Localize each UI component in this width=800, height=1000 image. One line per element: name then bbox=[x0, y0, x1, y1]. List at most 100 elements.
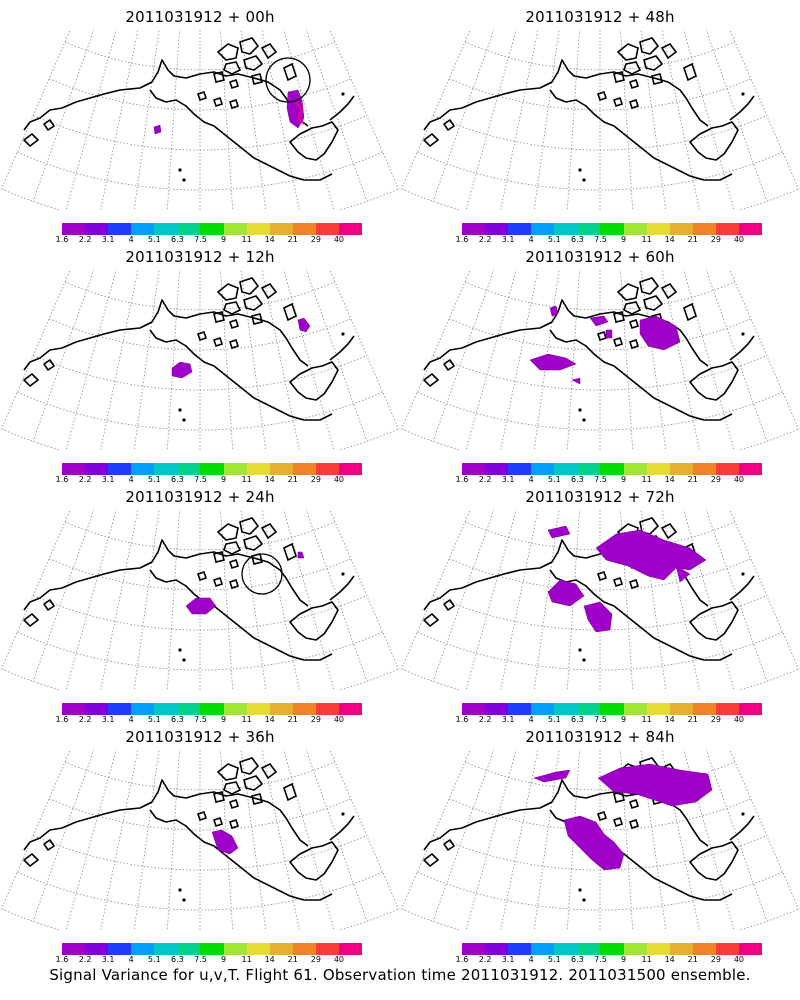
colorbar-swatch bbox=[269, 703, 293, 715]
colorbar-tick-label: 3.1 bbox=[101, 955, 115, 964]
colorbar-swatch bbox=[600, 943, 624, 955]
variance-region bbox=[547, 579, 585, 607]
longitude-line bbox=[683, 30, 735, 210]
colorbar-swatch bbox=[692, 223, 716, 235]
colorbar-tick-label: 9 bbox=[620, 475, 627, 484]
colorbar-tick-label: 4 bbox=[528, 955, 534, 964]
colorbar-labels: 1.6 2.2 3.1 4 5.1 6.3 7.5 9 11 14 21 29 40 bbox=[456, 715, 762, 725]
island bbox=[243, 295, 264, 311]
island bbox=[660, 42, 678, 60]
island bbox=[216, 763, 239, 781]
island bbox=[212, 96, 224, 108]
colorbar-swatch bbox=[246, 703, 270, 715]
colorbar-tick-label: 40 bbox=[733, 955, 745, 964]
colorbar-swatch bbox=[315, 703, 339, 715]
island bbox=[628, 98, 640, 110]
colorbar-tick-label: 7.5 bbox=[594, 475, 607, 484]
coastline bbox=[443, 599, 455, 611]
colorbar-tick-label: 21 bbox=[287, 715, 298, 724]
colorbar-swatch bbox=[108, 703, 132, 715]
colorbar-swatch bbox=[738, 463, 763, 475]
colorbar-tick-label: 6.3 bbox=[171, 235, 184, 244]
forecast-panel: 2011031912 + 24h 1.6 2.2 3.1 4 5.1 6.3 7.5 9 11 14… bbox=[0, 480, 400, 724]
island bbox=[596, 330, 608, 342]
longitude-line bbox=[566, 30, 580, 210]
variance-region bbox=[297, 317, 311, 333]
colorbar-tick-label: 3.1 bbox=[101, 715, 115, 724]
colorbar-tick-label: 21 bbox=[687, 475, 698, 484]
island bbox=[283, 302, 297, 322]
colorbar-tick-label: 40 bbox=[333, 475, 345, 484]
island bbox=[260, 282, 278, 300]
colorbar-tick-label: 1.6 bbox=[455, 235, 469, 244]
map bbox=[401, 750, 799, 930]
colorbar-tick-label: 2.2 bbox=[78, 715, 92, 724]
island bbox=[578, 888, 582, 892]
colorbar-tick-label: 3.1 bbox=[101, 235, 115, 244]
colorbar-tick-label: 11 bbox=[641, 955, 652, 964]
colorbar-swatch bbox=[669, 943, 693, 955]
island bbox=[228, 558, 240, 570]
island bbox=[639, 277, 660, 295]
colorbar-labels: 1.6 2.2 3.1 4 5.1 6.3 7.5 9 11 14 21 29 40 bbox=[56, 715, 362, 725]
colorbar-swatch bbox=[131, 463, 155, 475]
colorbar-tick-label: 9 bbox=[220, 235, 227, 244]
colorbar-swatch bbox=[269, 463, 293, 475]
panel-title: 2011031912 + 84h bbox=[525, 728, 675, 746]
colorbar-tick-label: 2.2 bbox=[78, 235, 92, 244]
coastline bbox=[23, 779, 309, 851]
colorbar-swatch bbox=[692, 703, 716, 715]
coastline bbox=[23, 133, 39, 147]
longitude-line bbox=[729, 30, 799, 190]
longitude-line bbox=[305, 30, 368, 202]
island bbox=[243, 55, 264, 71]
colorbar-tick-label: 4 bbox=[128, 715, 134, 724]
colorbar-tick-label: 21 bbox=[287, 955, 298, 964]
coastline bbox=[549, 89, 733, 181]
longitude-line bbox=[465, 270, 517, 450]
island bbox=[341, 812, 345, 816]
island bbox=[212, 816, 224, 828]
colorbar-tick-label: 14 bbox=[664, 955, 675, 964]
colorbar-swatch bbox=[508, 223, 532, 235]
island bbox=[341, 332, 345, 336]
island bbox=[213, 311, 225, 323]
longitude-line bbox=[683, 270, 735, 450]
colorbar-swatch bbox=[292, 703, 316, 715]
coastline bbox=[689, 601, 739, 641]
island bbox=[251, 313, 263, 325]
variance-region bbox=[595, 529, 707, 581]
island bbox=[616, 283, 639, 301]
longitude-line bbox=[133, 30, 160, 210]
colorbar-swatch bbox=[646, 703, 670, 715]
longitude-line bbox=[133, 270, 160, 450]
island bbox=[182, 658, 186, 662]
island bbox=[223, 301, 242, 315]
colorbar-swatch bbox=[623, 223, 647, 235]
colorbar-swatch bbox=[600, 223, 624, 235]
island bbox=[223, 61, 242, 75]
colorbar-tick-label: 29 bbox=[310, 715, 321, 724]
colorbar-swatch bbox=[623, 703, 647, 715]
colorbar-swatch bbox=[154, 703, 178, 715]
colorbar-swatch bbox=[246, 943, 270, 955]
longitude-line bbox=[305, 750, 368, 922]
coastline bbox=[23, 373, 39, 387]
latitude-line bbox=[448, 318, 752, 351]
colorbar-swatch bbox=[462, 943, 486, 955]
colorbar-swatch bbox=[669, 703, 693, 715]
longitude-line bbox=[401, 30, 471, 190]
longitude-line bbox=[705, 510, 768, 682]
variance-region bbox=[583, 601, 613, 633]
panel-title: 2011031912 + 12h bbox=[125, 248, 275, 266]
longitude-line bbox=[329, 270, 399, 430]
forecast-panel: 2011031912 + 84h 1.6 2.2 3.1 4 5.1 6.3 7.5 9 11 14… bbox=[400, 720, 800, 964]
island bbox=[623, 61, 642, 75]
latitude-line bbox=[48, 78, 352, 111]
island bbox=[178, 888, 182, 892]
colorbar-tick-label: 11 bbox=[241, 475, 252, 484]
colorbar-tick-label: 6.3 bbox=[571, 955, 584, 964]
colorbar-tick-label: 14 bbox=[664, 715, 675, 724]
island bbox=[582, 658, 586, 662]
island bbox=[223, 541, 242, 555]
